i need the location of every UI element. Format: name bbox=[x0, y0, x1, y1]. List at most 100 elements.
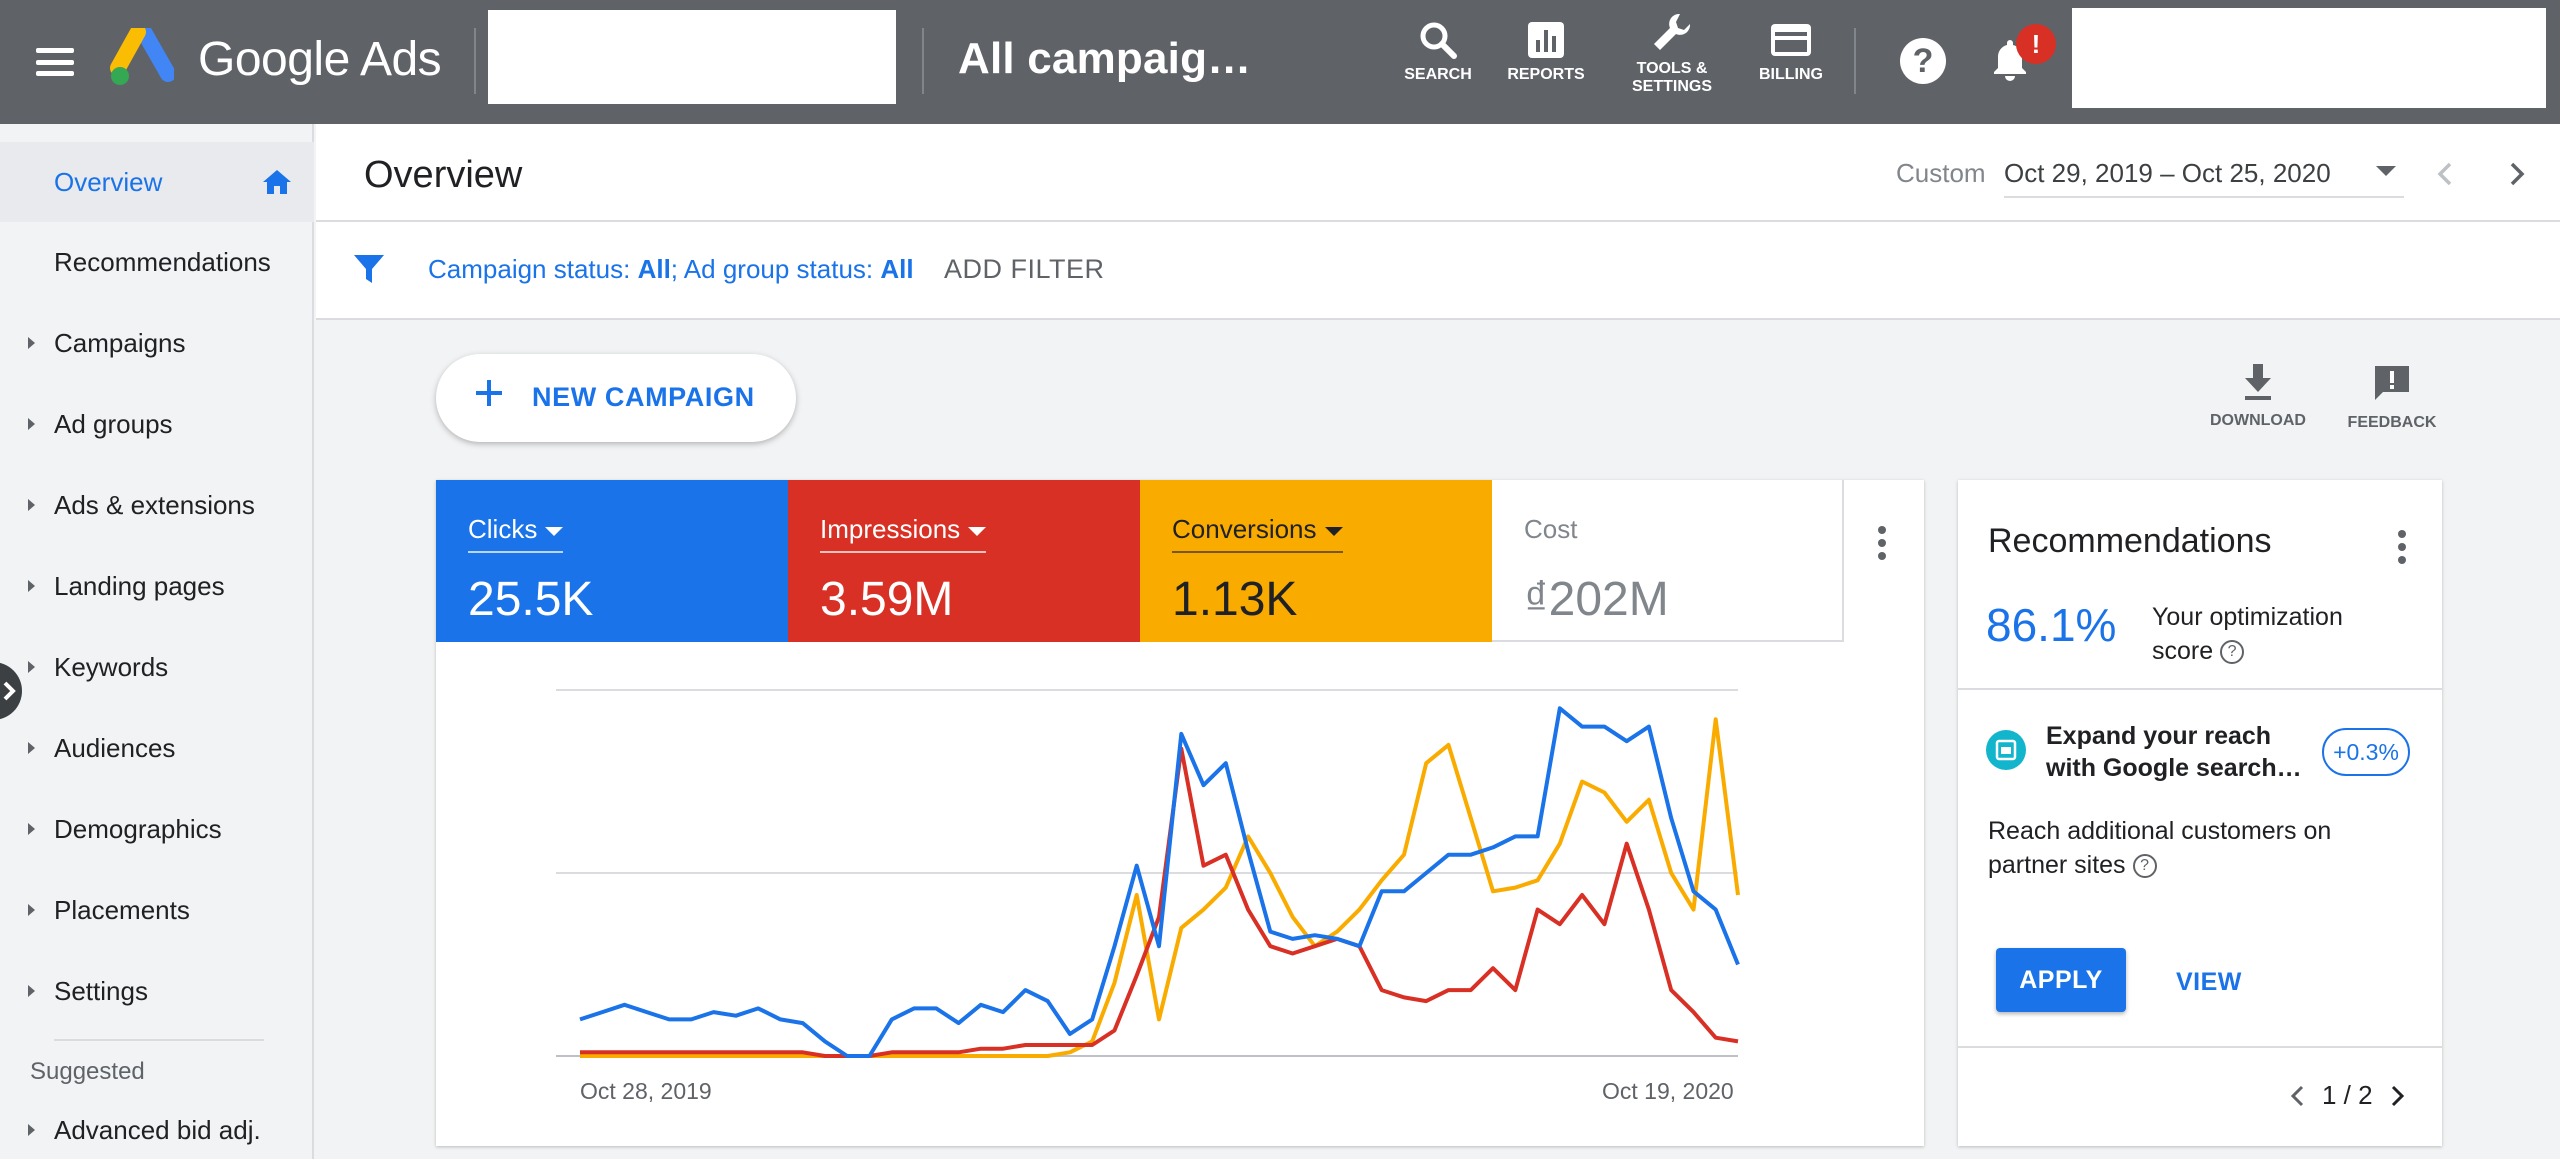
optimization-score: 86.1% bbox=[1986, 599, 2117, 651]
help-icon[interactable]: ? bbox=[1900, 38, 1946, 84]
recommendation-description-text: Reach additional customers on partner si… bbox=[1988, 817, 2332, 879]
sidebar-item-advanced-bid-adj[interactable]: Advanced bid adj. bbox=[0, 1090, 314, 1159]
feedback-button[interactable]: FEEDBACK bbox=[2342, 362, 2442, 432]
sidebar-item-keywords[interactable]: Keywords bbox=[0, 627, 314, 707]
sidebar-item-demographics[interactable]: Demographics bbox=[0, 789, 314, 869]
sidebar-item-ad-groups[interactable]: Ad groups bbox=[0, 384, 314, 464]
metric-conversions[interactable]: Conversions 1.13K bbox=[1140, 480, 1492, 642]
sidebar-item-ads-extensions[interactable]: Ads & extensions bbox=[0, 465, 314, 545]
sidebar-item-label: Settings bbox=[54, 975, 148, 1006]
download-button[interactable]: DOWNLOAD bbox=[2208, 362, 2308, 430]
tools-settings-label: TOOLS & SETTINGS bbox=[1631, 60, 1712, 95]
sidebar-item-label: Audiences bbox=[54, 732, 176, 763]
new-campaign-label: NEW CAMPAIGN bbox=[532, 382, 755, 412]
brand-name: Google Ads bbox=[198, 33, 442, 86]
metric-label: Cost bbox=[1524, 514, 1578, 544]
recommendations-card: Recommendations 86.1% Your optimization … bbox=[1958, 480, 2442, 1146]
user-account-box[interactable] bbox=[2072, 8, 2546, 108]
campaign-status-value: All bbox=[637, 254, 671, 284]
metric-impressions[interactable]: Impressions 3.59M bbox=[788, 480, 1140, 642]
search-tool-label: SEARCH bbox=[1404, 66, 1472, 83]
previous-period-icon[interactable] bbox=[2426, 154, 2466, 194]
divider bbox=[1854, 28, 1856, 94]
billing-button[interactable]: BILLING bbox=[1748, 20, 1834, 84]
metric-selector[interactable]: Clicks bbox=[468, 514, 564, 553]
sidebar-item-recommendations[interactable]: Recommendations bbox=[0, 222, 314, 302]
caret-right-icon bbox=[28, 661, 35, 673]
new-campaign-button[interactable]: NEW CAMPAIGN bbox=[436, 354, 796, 442]
search-icon bbox=[1420, 22, 1457, 59]
metric-selector[interactable]: Impressions bbox=[820, 514, 987, 553]
caret-down-icon bbox=[968, 526, 987, 536]
metric-value: 1.13K bbox=[1172, 573, 1298, 626]
ad-group-status-value: All bbox=[880, 254, 914, 284]
chevron-right-icon bbox=[3, 681, 16, 701]
more-options-icon[interactable] bbox=[1876, 526, 1888, 560]
x-axis-end-label: Oct 19, 2020 bbox=[1602, 1078, 1734, 1104]
reports-tool-button[interactable]: REPORTS bbox=[1504, 20, 1588, 84]
metric-cost[interactable]: Cost ₫202M bbox=[1492, 480, 1844, 642]
help-circle-icon[interactable]: ? bbox=[2132, 854, 2157, 879]
download-icon bbox=[2245, 364, 2271, 400]
help-circle-icon[interactable]: ? bbox=[2220, 640, 2245, 665]
date-range-value: Oct 29, 2019 – Oct 25, 2020 bbox=[2004, 158, 2331, 188]
sidebar-item-label: Ads & extensions bbox=[54, 489, 255, 520]
caret-right-icon bbox=[28, 418, 35, 430]
caret-down-icon bbox=[545, 526, 564, 536]
caret-right-icon bbox=[28, 337, 35, 349]
metric-clicks[interactable]: Clicks 25.5K bbox=[436, 480, 788, 642]
sidebar-item-label: Landing pages bbox=[54, 570, 225, 601]
divider bbox=[1958, 688, 2442, 690]
ad-group-status-label: ; Ad group status: bbox=[670, 254, 881, 284]
chevron-left-icon[interactable] bbox=[2288, 1083, 2308, 1109]
recommendation-description: Reach additional customers on partner si… bbox=[1988, 814, 2408, 882]
caret-right-icon bbox=[28, 823, 35, 835]
sidebar-item-label: Recommendations bbox=[54, 246, 271, 277]
sidebar-item-landing-pages[interactable]: Landing pages bbox=[0, 546, 314, 626]
score-uplift-badge: +0.3% bbox=[2322, 728, 2410, 776]
metric-selector[interactable]: Conversions bbox=[1172, 514, 1343, 553]
google-ads-logo-icon bbox=[110, 28, 174, 85]
recommendation-pager: 1 / 2 bbox=[2288, 1080, 2407, 1111]
sidebar-item-label: Placements bbox=[54, 894, 190, 925]
more-options-icon[interactable] bbox=[2396, 530, 2408, 564]
date-range-picker[interactable]: Oct 29, 2019 – Oct 25, 2020 bbox=[2004, 154, 2404, 198]
metric-value: ₫202M bbox=[1524, 573, 1669, 626]
pager-text: 1 / 2 bbox=[2322, 1080, 2373, 1110]
caret-right-icon bbox=[28, 1124, 35, 1136]
series-line-conversions bbox=[580, 717, 1740, 1058]
sidebar-item-overview[interactable]: Overview bbox=[0, 142, 314, 222]
page-header: Overview Custom Oct 29, 2019 – Oct 25, 2… bbox=[316, 124, 2560, 222]
metric-value: 3.59M bbox=[820, 573, 954, 626]
filter-icon[interactable] bbox=[352, 252, 386, 286]
chevron-right-icon[interactable] bbox=[2387, 1083, 2407, 1109]
active-filters[interactable]: Campaign status: All; Ad group status: A… bbox=[428, 254, 914, 285]
sidebar-collapse-toggle[interactable] bbox=[0, 662, 22, 720]
caret-down-icon[interactable] bbox=[2376, 166, 2396, 176]
sidebar-item-placements[interactable]: Placements bbox=[0, 870, 314, 950]
campaign-selector[interactable]: All campaig… bbox=[958, 34, 1252, 83]
wrench-icon bbox=[1654, 13, 1691, 50]
notification-badge: ! bbox=[2016, 24, 2056, 64]
billing-label: BILLING bbox=[1759, 66, 1823, 83]
add-filter-button[interactable]: ADD FILTER bbox=[944, 254, 1105, 284]
divider bbox=[1958, 1046, 2442, 1048]
sidebar: Overview Recommendations Campaigns Ad gr… bbox=[0, 124, 314, 1159]
date-range-type: Custom bbox=[1896, 158, 1986, 188]
menu-icon[interactable] bbox=[30, 40, 80, 84]
sidebar-item-campaigns[interactable]: Campaigns bbox=[0, 303, 314, 383]
caret-right-icon bbox=[28, 499, 35, 511]
sidebar-item-label: Demographics bbox=[54, 813, 222, 844]
sidebar-item-audiences[interactable]: Audiences bbox=[0, 708, 314, 788]
next-period-icon[interactable] bbox=[2496, 154, 2536, 194]
sidebar-item-label: Campaigns bbox=[54, 327, 186, 358]
account-selector[interactable] bbox=[488, 10, 896, 104]
tools-settings-button[interactable]: TOOLS & SETTINGS bbox=[1620, 10, 1724, 96]
recommendation-title[interactable]: Expand your reach with Google search… bbox=[2046, 722, 2302, 782]
campaign-status-label: Campaign status: bbox=[428, 254, 638, 284]
sidebar-item-settings[interactable]: Settings bbox=[0, 951, 314, 1031]
apply-button[interactable]: APPLY bbox=[1996, 948, 2126, 1012]
view-button[interactable]: VIEW bbox=[2176, 968, 2242, 996]
search-tool-button[interactable]: SEARCH bbox=[1398, 20, 1478, 84]
plus-icon bbox=[476, 380, 502, 406]
